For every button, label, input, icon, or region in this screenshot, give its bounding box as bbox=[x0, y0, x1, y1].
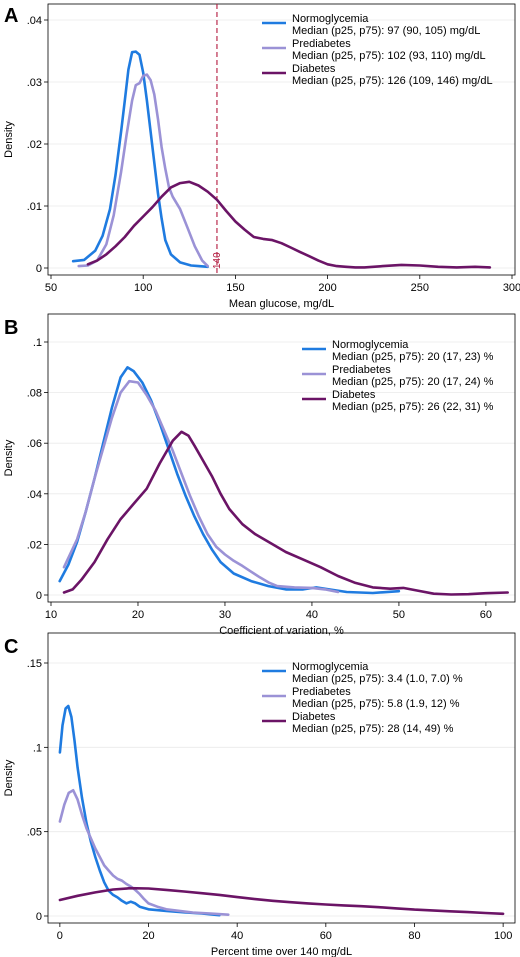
x-axis-title: Coefficient of variation, % bbox=[219, 625, 344, 637]
y-tick-label: 0 bbox=[36, 911, 42, 923]
legend-series-detail: Median (p25, p75): 20 (17, 23) % bbox=[332, 351, 494, 363]
x-tick-label: 40 bbox=[231, 930, 243, 942]
x-tick-label: 250 bbox=[411, 282, 429, 294]
y-tick-label: .02 bbox=[27, 539, 42, 551]
x-tick-label: 60 bbox=[480, 609, 492, 621]
legend-series-name: Diabetes bbox=[292, 63, 336, 75]
y-tick-label: .1 bbox=[33, 337, 42, 349]
density-curve-normoglycemia bbox=[71, 50, 209, 269]
panel-letter: C bbox=[4, 636, 18, 658]
y-tick-label: .15 bbox=[27, 658, 42, 670]
plot-frame bbox=[47, 632, 516, 924]
y-axis-title: Density bbox=[3, 121, 15, 158]
y-tick-label: .02 bbox=[27, 139, 42, 151]
legend-series-name: Prediabetes bbox=[332, 364, 391, 376]
x-tick-label: 60 bbox=[320, 930, 332, 942]
x-tick-label: 50 bbox=[393, 609, 405, 621]
x-axis-title: Percent time over 140 mg/dL bbox=[211, 946, 352, 957]
y-tick-label: .04 bbox=[27, 489, 42, 501]
y-tick-label: .03 bbox=[27, 77, 42, 89]
legend-series-detail: Median (p25, p75): 26 (22, 31) % bbox=[332, 401, 494, 413]
panel-letter: A bbox=[4, 5, 18, 27]
x-tick-label: 100 bbox=[494, 930, 512, 942]
reference-line-label: 140 bbox=[212, 252, 223, 269]
x-tick-label: 0 bbox=[57, 930, 63, 942]
legend-series-name: Prediabetes bbox=[292, 686, 351, 698]
legend-series-name: Diabetes bbox=[332, 389, 376, 401]
y-tick-label: .05 bbox=[27, 827, 42, 839]
legend-series-detail: Median (p25, p75): 28 (14, 49) % bbox=[292, 723, 454, 735]
density-curve-diabetes bbox=[86, 180, 492, 269]
density-curve-prediabetes bbox=[62, 379, 340, 594]
plot-frame bbox=[47, 313, 516, 603]
legend-series-name: Normoglycemia bbox=[332, 339, 409, 351]
panel-b: B 0 .02 .04 .06 .08 .1 10 20 30 40 50 60 Coefficient … bbox=[3, 313, 516, 637]
y-tick-label: .04 bbox=[27, 15, 42, 27]
legend-series-detail: Median (p25, p75): 102 (93, 110) mg/dL bbox=[292, 50, 486, 62]
y-tick-label: .08 bbox=[27, 388, 42, 400]
legend-series-detail: Median (p25, p75): 97 (90, 105) mg/dL bbox=[292, 25, 480, 37]
legend-series-name: Diabetes bbox=[292, 711, 336, 723]
panel-a: A 0 .01 .02 .03 .04 50 100 150 200 250 300 Mean gluc… bbox=[3, 3, 520, 310]
plot-frame bbox=[47, 3, 516, 276]
density-curve-prediabetes bbox=[77, 73, 209, 268]
x-tick-label: 30 bbox=[219, 609, 231, 621]
x-tick-label: 300 bbox=[503, 282, 520, 294]
density-curve-diabetes bbox=[62, 430, 509, 596]
y-axis-title: Density bbox=[3, 439, 15, 476]
legend-series-name: Normoglycemia bbox=[292, 661, 369, 673]
y-axis-title: Density bbox=[3, 759, 15, 796]
y-tick-label: .1 bbox=[33, 742, 42, 754]
x-tick-label: 100 bbox=[134, 282, 152, 294]
density-curve-normoglycemia bbox=[58, 704, 221, 917]
panel-c: C 0 .05 .1 .15 0 20 40 60 80 100 Percent time over … bbox=[3, 632, 516, 957]
y-tick-label: .01 bbox=[27, 201, 42, 213]
x-tick-label: 200 bbox=[318, 282, 336, 294]
y-tick-label: 0 bbox=[36, 263, 42, 275]
y-tick-label: 0 bbox=[36, 590, 42, 602]
legend-series-detail: Median (p25, p75): 20 (17, 24) % bbox=[332, 376, 494, 388]
x-tick-label: 150 bbox=[226, 282, 244, 294]
x-tick-label: 80 bbox=[408, 930, 420, 942]
x-tick-label: 40 bbox=[306, 609, 318, 621]
legend-series-detail: Median (p25, p75): 126 (109, 146) mg/dL bbox=[292, 75, 493, 87]
x-axis-title: Mean glucose, mg/dL bbox=[229, 298, 334, 310]
panel-letter: B bbox=[4, 317, 18, 339]
legend-series-name: Prediabetes bbox=[292, 38, 351, 50]
legend-series-name: Normoglycemia bbox=[292, 13, 369, 25]
x-tick-label: 10 bbox=[45, 609, 57, 621]
y-tick-label: .06 bbox=[27, 438, 42, 450]
x-tick-label: 50 bbox=[45, 282, 57, 294]
legend-series-detail: Median (p25, p75): 3.4 (1.0, 7.0) % bbox=[292, 673, 463, 685]
x-tick-label: 20 bbox=[132, 609, 144, 621]
density-curve-prediabetes bbox=[58, 789, 230, 916]
legend-series-detail: Median (p25, p75): 5.8 (1.9, 12) % bbox=[292, 698, 460, 710]
density-curve-diabetes bbox=[58, 886, 505, 916]
x-tick-label: 20 bbox=[142, 930, 154, 942]
